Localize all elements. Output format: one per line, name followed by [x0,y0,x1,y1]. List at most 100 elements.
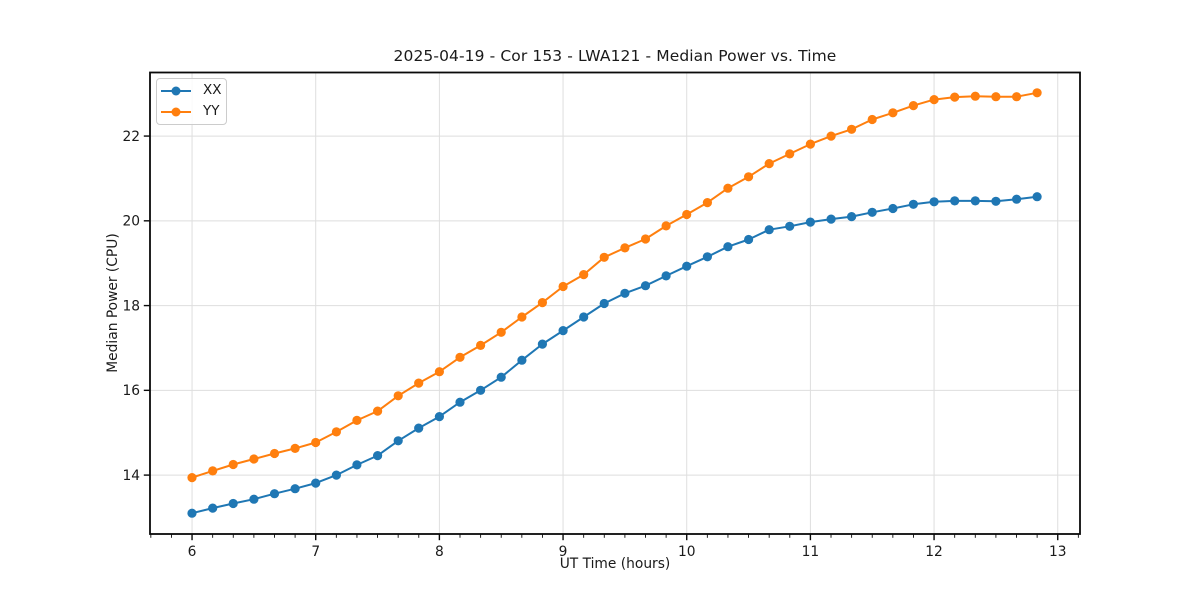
data-point [950,92,960,102]
y-axis: 14 16 18 20 22 [122,129,150,484]
data-point [620,288,630,298]
x-tick-label: 7 [311,544,320,560]
data-point [620,243,630,253]
data-point [290,484,300,494]
data-point [331,427,341,437]
data-point [1032,88,1042,98]
data-point [661,221,671,231]
legend-marker-icon [171,86,181,96]
data-point [476,385,486,395]
x-tick-label: 11 [802,544,820,560]
data-point [269,489,280,499]
legend-line-swatch [161,107,191,117]
data-point [640,234,651,244]
data-point [682,261,692,271]
data-point [414,423,424,433]
data-point [208,503,218,513]
data-point [496,327,506,337]
data-point [847,124,857,134]
data-point [888,108,898,118]
data-point [558,281,568,292]
data-point [908,199,919,209]
series-yy [187,88,1042,483]
data-point [393,391,403,401]
data-point [661,271,671,281]
data-point [331,470,341,480]
data-point [228,459,238,470]
data-point [393,436,403,446]
legend-marker-icon [171,107,181,117]
data-point [455,397,465,407]
series-xx [187,192,1042,518]
legend-item-yy: YY [161,104,220,120]
data-point [744,234,754,245]
x-axis: 6 7 8 9 10 11 12 13 [150,534,1079,560]
data-point [785,221,795,231]
legend: XX YY [156,78,227,125]
data-point [434,412,444,422]
data-point [867,114,877,125]
data-point [311,478,321,488]
data-point [352,415,362,425]
data-point [640,281,651,291]
data-point [249,494,259,504]
data-point [517,355,527,365]
data-point [970,91,980,101]
grid [150,72,1080,534]
data-point [599,252,609,262]
y-tick-label: 22 [122,129,140,145]
x-tick-label: 12 [925,544,943,560]
data-point [702,252,713,262]
data-point [579,270,589,280]
data-point [867,207,877,217]
data-point [991,92,1001,102]
data-point [723,183,733,193]
data-point [599,298,609,309]
data-point [702,198,713,208]
y-tick-label: 14 [122,468,140,484]
data-point [826,131,836,141]
data-point [414,378,424,388]
x-tick-label: 6 [188,544,197,560]
data-point [187,473,197,483]
x-tick-label: 13 [1049,544,1067,560]
y-tick-label: 16 [122,383,140,399]
data-point [187,508,197,518]
axes-frame [149,71,1081,535]
data-point [970,196,980,206]
data-point [455,352,465,362]
legend-label-xx: XX [203,82,222,99]
data-point [785,149,795,159]
data-point [950,196,960,206]
data-point [805,217,816,227]
data-point [537,298,548,308]
data-point [888,203,898,214]
data-point [558,326,568,336]
data-point [476,340,486,350]
data-point [290,443,300,453]
data-point [929,197,939,207]
data-point [373,451,383,461]
data-point [764,159,774,169]
y-axis-label: Median Power (CPU) [105,233,121,373]
data-point [847,212,857,222]
data-point [805,139,816,149]
data-point [352,460,362,470]
data-point [269,448,280,459]
data-point [908,101,919,111]
data-point [764,225,774,235]
data-point [228,498,238,509]
data-point [579,312,589,322]
data-point [929,95,939,105]
data-point [991,196,1001,206]
data-point [826,214,836,224]
data-point [723,242,733,252]
x-axis-label: UT Time (hours) [559,556,671,572]
data-point [208,466,218,476]
data-point [517,312,527,322]
data-point [249,454,259,464]
chart-title: 2025-04-19 - Cor 153 - LWA121 - Median P… [393,47,837,65]
data-point [1012,194,1022,204]
